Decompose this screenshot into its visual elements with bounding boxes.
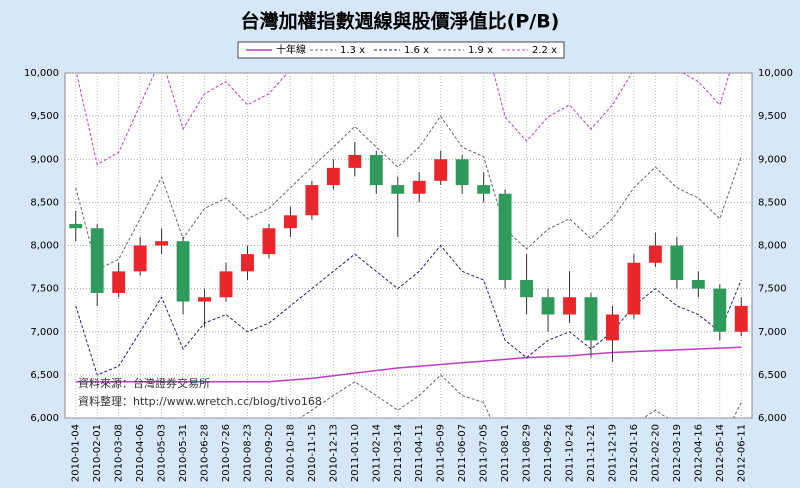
y2-tick-label: 6,500 (758, 370, 787, 381)
x-tick-label: 2011-01-10 (350, 424, 361, 482)
x-tick-label: 2012-01-16 (629, 424, 640, 482)
candle-body (648, 245, 662, 263)
x-tick-label: 2012-02-20 (650, 424, 661, 482)
y-tick-label: 7,000 (30, 327, 59, 338)
candle-body (455, 159, 469, 186)
x-tick-label: 2011-08-29 (522, 424, 533, 482)
legend-label: 十年線 (276, 43, 306, 56)
x-tick-label: 2011-09-26 (543, 424, 554, 482)
x-tick-label: 2010-02-01 (92, 424, 103, 482)
candle-body (391, 185, 405, 194)
y2-tick-label: 9,000 (758, 154, 787, 165)
x-tick-label: 2011-08-01 (500, 424, 511, 482)
candle-body (477, 185, 491, 194)
plot-content (69, 73, 748, 418)
x-tick-label: 2010-05-31 (178, 424, 189, 482)
y-tick-label: 7,500 (30, 284, 59, 295)
y2-tick-label: 8,000 (758, 241, 787, 252)
series-line (76, 73, 731, 166)
candle-body (520, 280, 534, 298)
x-tick-label: 2012-03-19 (672, 424, 683, 482)
candle-body (606, 314, 619, 341)
legend: 十年線 1.3 x 1.6 x 1.9 x 2.2 x (237, 41, 565, 59)
x-tick-label: 2011-10-24 (565, 424, 576, 482)
candle-body (691, 280, 705, 289)
x-tick-label: 2010-12-13 (328, 424, 339, 482)
annotation: 資料整理：http://www.wretch.cc/blog/tivo168 (78, 394, 322, 408)
candle-body (627, 262, 641, 315)
candle-body (326, 167, 340, 186)
candle-body (198, 297, 211, 302)
y-tick-label: 9,500 (30, 111, 59, 122)
y2-tick-label: 7,500 (758, 284, 787, 295)
x-tick-label: 2010-05-03 (157, 424, 168, 482)
candle-body (69, 223, 83, 229)
x-tick-label: 2010-09-20 (264, 424, 275, 482)
x-tick-label: 2010-01-04 (71, 424, 82, 482)
x-tick-label: 2012-05-14 (715, 424, 726, 482)
candle-body (670, 245, 684, 280)
candle-body (305, 185, 319, 216)
x-tick-label: 2012-06-11 (736, 424, 747, 482)
x-tick-label: 2011-04-11 (414, 424, 425, 482)
candle-body (541, 297, 555, 315)
candle-body (283, 215, 297, 229)
x-tick-label: 2011-11-21 (586, 424, 597, 482)
candle-body (90, 228, 104, 293)
x-tick-label: 2010-04-06 (135, 424, 146, 482)
candle-body (176, 241, 190, 302)
legend-box (237, 41, 565, 59)
y-tick-label: 10,000 (24, 68, 59, 79)
x-tick-label: 2010-03-08 (114, 424, 125, 482)
series-line (75, 346, 742, 383)
x-tick-label: 2011-02-14 (371, 424, 382, 482)
y2-tick-label: 6,000 (758, 413, 787, 424)
x-tick-label: 2010-06-28 (200, 424, 211, 482)
candle-body (241, 254, 254, 272)
y-tick-label: 8,000 (30, 241, 59, 252)
y-tick-label: 6,500 (30, 370, 59, 381)
y2-tick-label: 7,000 (758, 327, 787, 338)
candle-body (584, 297, 598, 341)
y2-tick-label: 10,000 (758, 68, 793, 79)
y-tick-label: 9,000 (30, 154, 59, 165)
x-tick-label: 2010-07-26 (221, 424, 232, 482)
y2-tick-label: 9,500 (758, 111, 787, 122)
series-line (75, 115, 742, 271)
candle-body (112, 271, 126, 293)
candle-body (434, 159, 448, 181)
candle-body (369, 154, 383, 186)
x-tick-label: 2010-08-23 (242, 424, 253, 482)
x-tick-label: 2011-12-19 (607, 424, 618, 482)
candle-body (412, 180, 426, 194)
x-tick-label: 2011-03-14 (393, 424, 404, 482)
annotation: 資料來源：台灣證券交易所 (78, 376, 210, 390)
legend-label: 1.9 x (468, 45, 493, 56)
legend-label: 2.2 x (532, 45, 557, 56)
candle-body (734, 305, 748, 332)
legend-label: 1.3 x (340, 45, 365, 56)
candle-body (713, 288, 727, 332)
candle-body (498, 193, 512, 280)
legend-label: 1.6 x (404, 45, 429, 56)
candle-body (348, 154, 362, 168)
candle-body (219, 271, 233, 298)
y-tick-label: 8,500 (30, 197, 59, 208)
candle-body (133, 245, 147, 272)
candle-body (563, 297, 576, 315)
y-tick-label: 6,000 (30, 413, 59, 424)
candle-body (262, 228, 276, 255)
x-tick-label: 2012-04-16 (693, 424, 704, 482)
x-tick-label: 2010-11-15 (307, 424, 318, 482)
y2-tick-label: 8,500 (758, 197, 787, 208)
x-tick-label: 2011-06-07 (457, 424, 468, 482)
chart-title: 台灣加權指數週線與股價淨值比(P/B) (241, 10, 560, 33)
candle-body (155, 241, 169, 246)
x-tick-label: 2010-10-18 (285, 424, 296, 482)
series-line (160, 374, 742, 418)
x-tick-label: 2011-05-09 (436, 424, 447, 482)
x-tick-label: 2011-07-05 (479, 424, 490, 482)
